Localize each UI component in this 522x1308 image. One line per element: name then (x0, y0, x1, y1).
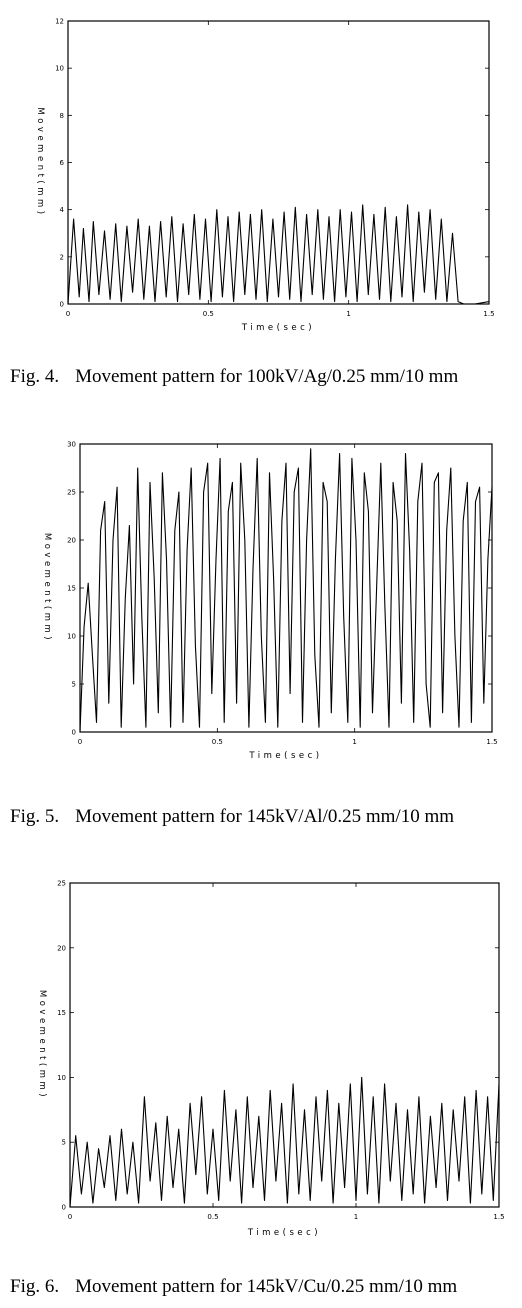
caption-fig4-text: Movement pattern for 100kV/Ag/0.25 mm/10… (75, 366, 459, 387)
y-tick-label: 0 (60, 301, 64, 309)
y-tick-label: 2 (60, 253, 64, 261)
x-tick-label: 0.5 (207, 1213, 218, 1221)
x-tick-label: 0 (78, 738, 82, 746)
y-axis-label: Movement(mm) (42, 533, 52, 643)
x-tick-label: 0.5 (212, 738, 223, 746)
y-tick-label: 20 (67, 537, 76, 545)
y-tick-label: 8 (60, 112, 64, 120)
x-tick-label: 0 (68, 1213, 72, 1221)
plot-frame (69, 882, 500, 1208)
y-axis-label: Movement(mm) (35, 107, 45, 217)
movement-series-line (69, 1076, 500, 1208)
y-tick-label: 0 (62, 1204, 66, 1212)
y-tick-label: 12 (55, 18, 64, 26)
x-axis-label: Time(sec) (248, 751, 322, 761)
chart-fig5: 0 0.5 1 1.5 0 5 10 15 20 25 30 Time(sec) Movement(mm… (42, 441, 498, 762)
y-tick-label: 25 (57, 880, 66, 888)
y-tick-label: 10 (67, 633, 76, 641)
x-tick-label: 1 (352, 738, 356, 746)
x-tick-label: 1.5 (493, 1213, 504, 1221)
caption-fig6-text: Movement pattern for 145kV/Cu/0.25 mm/10… (75, 1276, 458, 1297)
movement-series-line (67, 204, 490, 305)
y-tick-label: 20 (57, 944, 66, 952)
caption-fig5-number: Fig. 5. (10, 806, 60, 827)
x-tick-label: 1.5 (486, 738, 497, 746)
y-tick-label: 15 (67, 585, 76, 593)
y-tick-label: 25 (67, 489, 76, 497)
y-tick-label: 4 (60, 206, 65, 214)
x-axis-label: Time(sec) (241, 323, 315, 333)
x-tick-label: 1 (354, 1213, 358, 1221)
caption-fig4-number: Fig. 4. (10, 366, 60, 387)
chart-fig6: 0 0.5 1 1.5 0 5 10 15 20 25 Time(sec) Movement(mm) (37, 880, 505, 1239)
y-tick-label: 15 (57, 1009, 66, 1017)
x-tick-label: 1 (346, 310, 350, 318)
y-tick-label: 10 (57, 1074, 66, 1082)
y-tick-label: 5 (62, 1139, 66, 1147)
x-tick-label: 1.5 (483, 310, 494, 318)
caption-fig6-number: Fig. 6. (10, 1276, 60, 1297)
caption-fig5: Fig. 5. Movement pattern for 145kV/Al/0.2… (0, 806, 522, 828)
x-tick-label: 0.5 (203, 310, 214, 318)
chart-fig4: 0 0.5 1 1.5 0 2 4 6 8 10 12 Time(sec) Movement(mm) (35, 18, 495, 334)
x-axis-label: Time(sec) (247, 1228, 321, 1238)
movement-series-line (79, 448, 493, 733)
y-tick-label: 30 (67, 441, 76, 449)
y-tick-label: 0 (72, 729, 76, 737)
caption-fig5-text: Movement pattern for 145kV/Al/0.25 mm/10… (75, 806, 455, 827)
y-tick-label: 10 (55, 65, 64, 73)
x-tick-label: 0 (66, 310, 70, 318)
y-tick-label: 5 (72, 681, 76, 689)
plot-frame (67, 20, 490, 305)
y-tick-label: 6 (60, 159, 65, 167)
caption-fig6: Fig. 6. Movement pattern for 145kV/Cu/0.2… (0, 1276, 522, 1298)
caption-fig4: Fig. 4. Movement pattern for 100kV/Ag/0.2… (0, 366, 522, 388)
y-axis-label: Movement(mm) (37, 990, 47, 1100)
